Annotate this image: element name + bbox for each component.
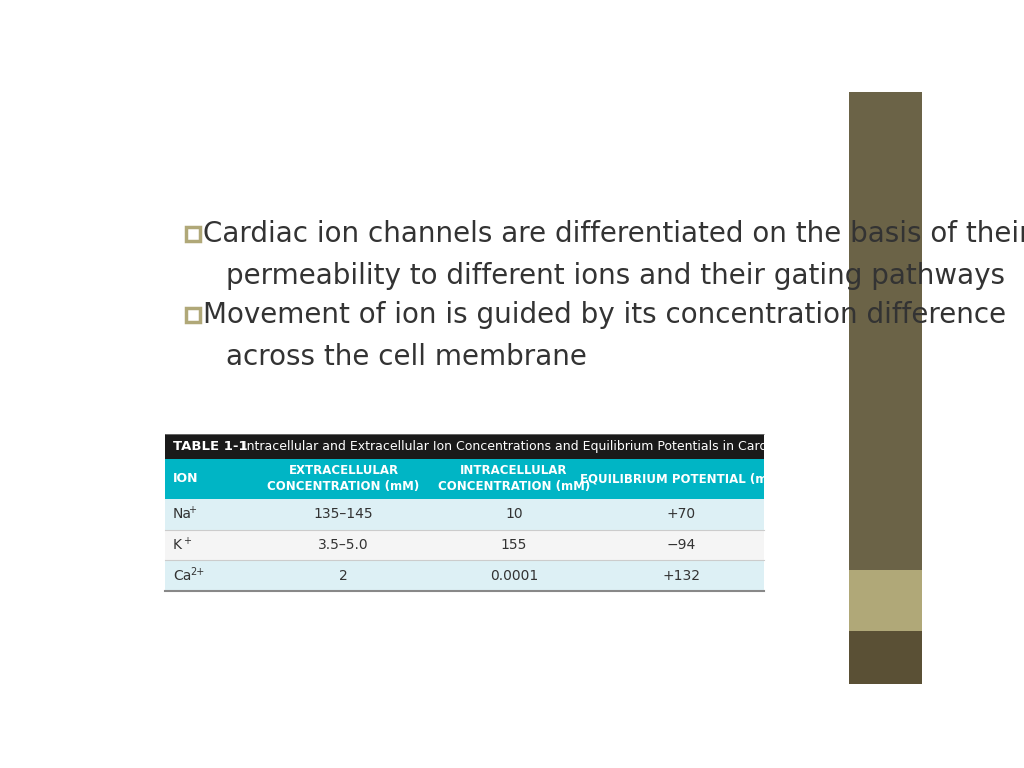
Text: +70: +70 bbox=[667, 507, 696, 521]
Text: across the cell membrane: across the cell membrane bbox=[226, 343, 588, 371]
Text: 2: 2 bbox=[339, 569, 348, 583]
Text: Cardiac ion channels are differentiated on the basis of their: Cardiac ion channels are differentiated … bbox=[203, 220, 1024, 248]
Bar bbox=[165, 561, 764, 591]
Text: −94: −94 bbox=[667, 538, 696, 552]
Text: ION: ION bbox=[173, 472, 199, 485]
Bar bbox=[849, 570, 922, 631]
Text: +: + bbox=[188, 505, 197, 515]
Bar bbox=[849, 92, 922, 570]
Text: 155: 155 bbox=[501, 538, 527, 552]
Text: 135–145: 135–145 bbox=[313, 507, 374, 521]
Text: K: K bbox=[173, 538, 182, 552]
Text: INTRACELLULAR
CONCENTRATION (mM): INTRACELLULAR CONCENTRATION (mM) bbox=[438, 464, 590, 493]
Bar bbox=[165, 434, 764, 458]
Text: 2+: 2+ bbox=[190, 567, 204, 577]
Text: 10: 10 bbox=[505, 507, 523, 521]
Bar bbox=[849, 631, 922, 684]
Bar bbox=[165, 458, 764, 498]
Bar bbox=[165, 529, 764, 561]
Text: EQUILIBRIUM POTENTIAL (mV): EQUILIBRIUM POTENTIAL (mV) bbox=[581, 472, 782, 485]
Text: Na: Na bbox=[173, 507, 191, 521]
Bar bbox=[186, 227, 200, 241]
Bar bbox=[186, 308, 200, 322]
Text: +: + bbox=[183, 536, 191, 546]
Text: Intracellular and Extracellular Ion Concentrations and Equilibrium Potentials in: Intracellular and Extracellular Ion Conc… bbox=[231, 440, 840, 453]
Text: permeability to different ions and their gating pathways: permeability to different ions and their… bbox=[226, 263, 1006, 290]
Text: Ca: Ca bbox=[173, 569, 191, 583]
Text: 0.0001: 0.0001 bbox=[489, 569, 538, 583]
Text: +132: +132 bbox=[663, 569, 700, 583]
Text: EXTRACELLULAR
CONCENTRATION (mM): EXTRACELLULAR CONCENTRATION (mM) bbox=[267, 464, 420, 493]
Text: TABLE 1-1: TABLE 1-1 bbox=[173, 440, 248, 453]
Bar bbox=[165, 498, 764, 529]
Text: 3.5–5.0: 3.5–5.0 bbox=[318, 538, 369, 552]
Text: Movement of ion is guided by its concentration difference: Movement of ion is guided by its concent… bbox=[203, 301, 1007, 329]
